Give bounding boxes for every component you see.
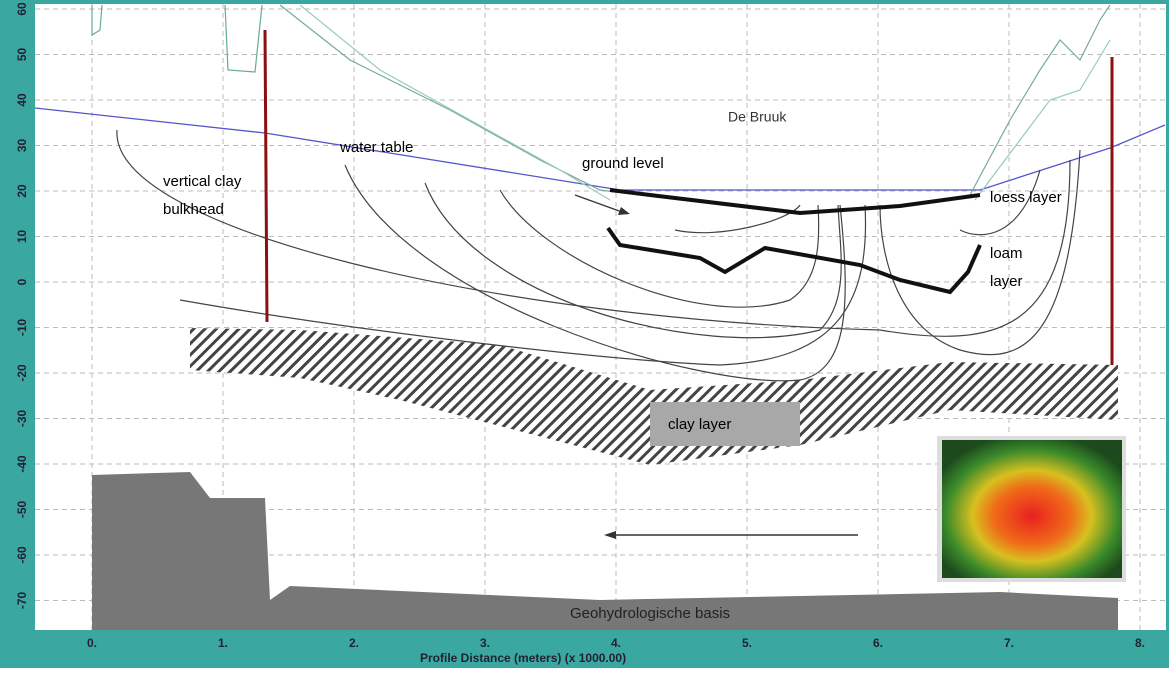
x-tick-label: 5. (742, 636, 752, 650)
y-tick-label: 40 (15, 93, 29, 107)
y-tick-label: -40 (15, 455, 29, 473)
label: clay layer (668, 416, 731, 433)
label: vertical clay (163, 173, 242, 190)
x-tick-label: 2. (349, 636, 359, 650)
label: bulkhead (163, 201, 224, 218)
y-tick-label: -70 (15, 592, 29, 610)
x-tick-label: 8. (1135, 636, 1145, 650)
inset-map (942, 440, 1122, 578)
x-tick-label: 7. (1004, 636, 1014, 650)
label: water table (339, 139, 413, 156)
x-tick-label: 4. (611, 636, 621, 650)
x-axis-title: Profile Distance (meters) (x 1000.00) (420, 651, 626, 665)
x-tick-label: 3. (480, 636, 490, 650)
y-tick-label: 0 (15, 278, 29, 285)
y-tick-label: 10 (15, 230, 29, 244)
y-tick-label: -60 (15, 546, 29, 564)
x-tick-label: 6. (873, 636, 883, 650)
x-tick-label: 0. (87, 636, 97, 650)
x-tick-label: 1. (218, 636, 228, 650)
y-tick-label: -10 (15, 319, 29, 337)
label: ground level (582, 155, 664, 172)
y-tick-label: 20 (15, 184, 29, 198)
label: De Bruuk (728, 109, 787, 125)
bulkhead-left (265, 30, 267, 322)
label: layer (990, 273, 1023, 290)
label: loam (990, 245, 1023, 262)
label: loess layer (990, 189, 1062, 206)
y-tick-label: -30 (15, 410, 29, 428)
y-tick-label: 50 (15, 48, 29, 62)
y-tick-label: 30 (15, 139, 29, 153)
y-tick-label: -50 (15, 501, 29, 519)
diagram: De Bruuk water table ground level vertic… (0, 0, 1169, 668)
y-tick-label: -20 (15, 364, 29, 382)
y-tick-label: 60 (15, 2, 29, 16)
label: Geohydrologische basis (570, 605, 730, 622)
